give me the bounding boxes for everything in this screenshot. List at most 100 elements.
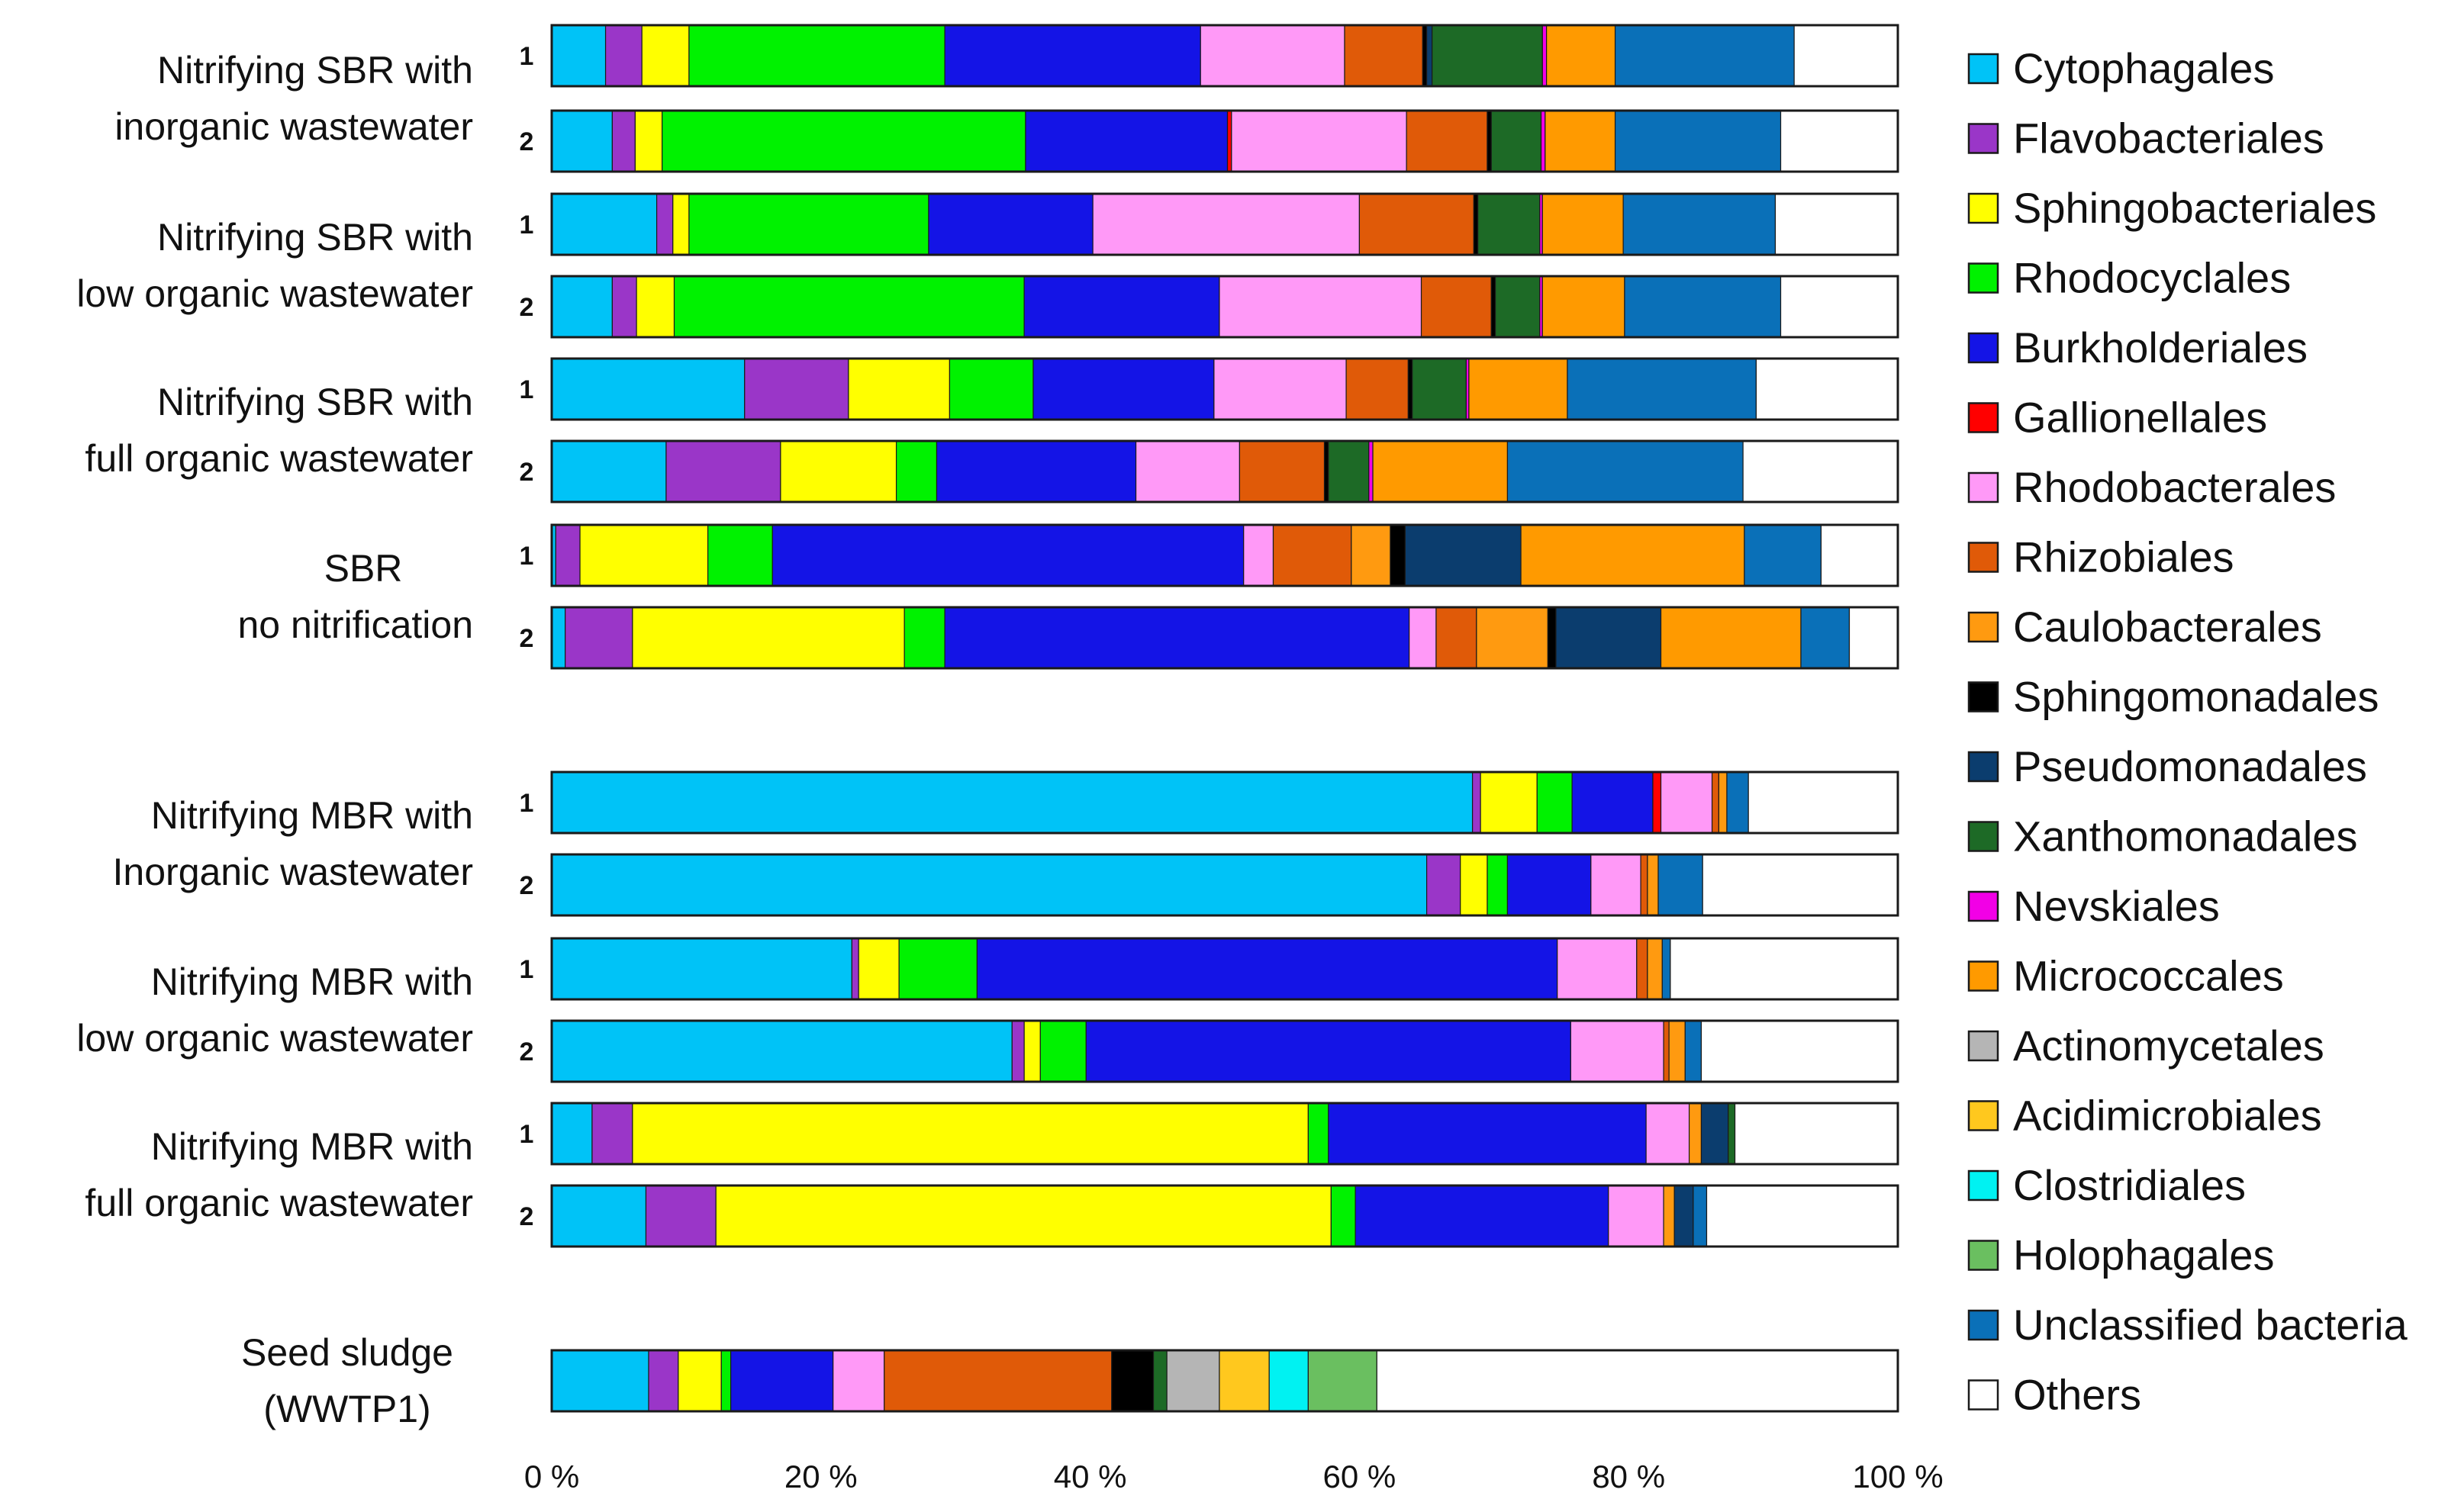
segment-flavobacteriales [611, 275, 637, 338]
segment-xanthomonadales [1432, 24, 1543, 87]
legend-label: Nevskiales [2013, 882, 2220, 930]
legend-label: Xanthomonadales [2013, 812, 2357, 861]
segment-pseudomonadales [1404, 524, 1522, 587]
segment-rhizobiales [1711, 771, 1719, 834]
bar-7-2 [550, 1184, 1899, 1248]
segment-burkholderiales [1025, 110, 1229, 172]
segment-burkholderiales [1571, 771, 1654, 834]
segment-rhizobiales [1640, 854, 1648, 916]
segment-flavobacteriales [604, 24, 643, 87]
segment-flavobacteriales [656, 193, 674, 256]
bar-outline [550, 1349, 1899, 1413]
segment-rhodocyclales [688, 193, 929, 256]
segment-rhizobiales [884, 1350, 1113, 1412]
group-label: Seed sludge [241, 1331, 453, 1374]
segment-rhodocyclales [949, 358, 1034, 420]
segment-flavobacteriales [611, 110, 636, 172]
x-tick-label: 60 % [1323, 1459, 1396, 1494]
segment-flavobacteriales [565, 606, 633, 669]
segment-sphingobacteriales [634, 110, 663, 172]
segment-cytophagales [551, 1020, 1013, 1083]
group-label: inorganic wastewater [114, 105, 473, 148]
segment-flavobacteriales [744, 358, 849, 420]
bar-outline [550, 1184, 1899, 1248]
segment-rhizobiales [1358, 193, 1474, 256]
segment-rhizobiales [1406, 110, 1488, 172]
segment-rhodocyclales [1536, 771, 1573, 834]
replicate-label: 1 [520, 789, 534, 818]
legend-label: Pseudomonadales [2013, 742, 2367, 790]
segment-rhodocyclales [1330, 1185, 1356, 1247]
segment-cytophagales [551, 275, 613, 338]
bar-outline [550, 853, 1899, 917]
segment-burkholderiales [976, 938, 1558, 1000]
replicate-label: 2 [520, 1037, 534, 1066]
segment-unclassified-bacteria [1567, 358, 1757, 420]
segment-cytophagales [551, 938, 852, 1000]
legend: Cytophagales Flavobacteriales Sphingobacte… [1967, 44, 2408, 1419]
segment-rhodocyclales [1307, 1102, 1329, 1165]
bar-6-2 [550, 1019, 1899, 1083]
segment-sphingobacteriales [579, 524, 709, 587]
segment-cytophagales [551, 854, 1428, 916]
segment-flavobacteriales [645, 1185, 717, 1247]
bar-3-2 [550, 439, 1899, 503]
group-label: low organic wastewater [76, 272, 473, 315]
bar-outline [550, 770, 1899, 835]
segment-cytophagales [551, 1350, 649, 1412]
segment-unclassified-bacteria [1726, 771, 1749, 834]
segment-caulobacterales [1663, 1185, 1675, 1247]
segment-unclassified-bacteria [1614, 110, 1782, 172]
segment-cytophagales [551, 193, 658, 256]
x-tick-label: 80 % [1592, 1459, 1665, 1494]
bar-8-seed [550, 1349, 1899, 1413]
bar-outline [550, 1102, 1899, 1166]
replicate-label: 1 [520, 542, 534, 571]
segment-flavobacteriales [648, 1350, 679, 1412]
segment-micrococcales [1372, 440, 1509, 503]
segment-rhodocyclales [898, 938, 978, 1000]
segment-micrococcales [1541, 275, 1625, 338]
segment-acidimicrobiales [1219, 1350, 1270, 1412]
segment-rhodocyclales [904, 606, 945, 669]
legend-label: Gallionellales [2013, 394, 2267, 442]
segment-micrococcales [1520, 524, 1745, 587]
segment-flavobacteriales [1425, 854, 1461, 916]
bar-outline [550, 192, 1899, 256]
segment-caulobacterales [1647, 938, 1663, 1000]
legend-label: Clostridiales [2013, 1161, 2246, 1209]
segment-rhodobacterales [1570, 1020, 1664, 1083]
segment-rhizobiales [1435, 606, 1477, 669]
segment-sphingobacteriales [715, 1185, 1332, 1247]
replicate-label: 1 [520, 42, 534, 71]
bar-7-1 [550, 1102, 1899, 1166]
bar-6-1 [550, 937, 1899, 1001]
segment-others [1742, 440, 1899, 503]
segment-caulobacterales [1688, 1102, 1702, 1165]
segment-sphingomonadales [1422, 24, 1428, 87]
segment-xanthomonadales [1477, 193, 1541, 256]
group-label: low organic wastewater [76, 1017, 473, 1060]
group-label: Nitrifying MBR with [151, 1125, 473, 1168]
legend-swatch [1967, 471, 1999, 503]
segment-sphingobacteriales [848, 358, 951, 420]
segment-sphingobacteriales [672, 193, 690, 256]
group-label: Nitrifying SBR with [157, 381, 473, 423]
replicate-label: 2 [520, 624, 534, 653]
segment-rhizobiales [1344, 24, 1423, 87]
segment-xanthomonadales [1412, 358, 1467, 420]
segment-flavobacteriales [591, 1102, 633, 1165]
segment-caulobacterales [1476, 606, 1548, 669]
segment-unclassified-bacteria [1744, 524, 1822, 587]
segment-others [1702, 854, 1899, 916]
segment-others [1748, 771, 1899, 834]
legend-label: Others [2013, 1371, 2141, 1419]
segment-others [1780, 275, 1899, 338]
segment-micrococcales [1660, 606, 1802, 669]
segment-unclassified-bacteria [1657, 854, 1703, 916]
group-label: Inorganic wastewater [113, 851, 473, 893]
legend-label: Cytophagales [2013, 44, 2274, 92]
segment-others [1376, 1350, 1899, 1412]
segment-burkholderiales [944, 24, 1201, 87]
segment-xanthomonadales [1328, 440, 1370, 503]
